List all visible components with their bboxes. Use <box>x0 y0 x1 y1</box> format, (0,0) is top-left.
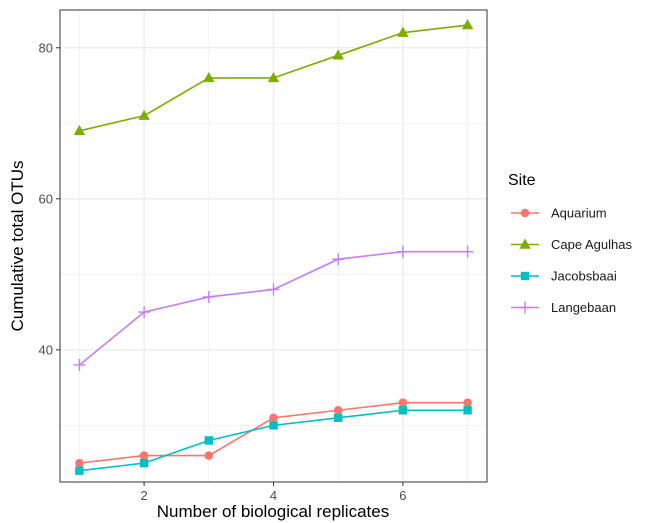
legend-label: Jacobsbaai <box>551 269 617 284</box>
legend-label: Langebaan <box>551 300 616 315</box>
legend-key-marker <box>520 271 530 281</box>
data-point-jacobsbaai <box>463 406 472 415</box>
data-point-langebaan <box>138 306 151 319</box>
x-tick-label: 4 <box>270 488 277 503</box>
data-point-aquarium <box>463 398 472 408</box>
data-point-aquarium <box>204 451 214 460</box>
data-point-cape-agulhas <box>203 71 215 83</box>
legend-key-marker <box>520 208 530 218</box>
legend-key-marker <box>519 238 531 249</box>
data-point-langebaan <box>332 253 345 266</box>
data-point-aquarium <box>139 451 149 460</box>
series-jacobsbaai <box>75 406 472 475</box>
series-layer <box>73 19 474 475</box>
data-point-aquarium <box>75 458 84 468</box>
data-point-langebaan <box>267 283 280 296</box>
series-aquarium <box>75 398 472 468</box>
y-axis-title: Cumulative total OTUs <box>8 161 27 332</box>
y-tick-label: 80 <box>39 40 53 55</box>
data-point-cape-agulhas <box>73 124 86 136</box>
y-tick-label: 40 <box>39 342 53 357</box>
data-point-jacobsbaai <box>269 421 278 430</box>
legend-title: Site <box>508 172 536 189</box>
data-point-jacobsbaai <box>139 458 149 468</box>
data-point-cape-agulhas <box>138 109 150 120</box>
data-point-cape-agulhas <box>397 26 409 37</box>
data-point-cape-agulhas <box>332 49 344 60</box>
data-point-jacobsbaai <box>398 406 408 415</box>
data-point-cape-agulhas <box>267 71 280 83</box>
legend-label: Cape Agulhas <box>551 237 632 252</box>
data-point-aquarium <box>333 405 343 415</box>
legend-key-marker <box>519 301 531 314</box>
series-langebaan <box>73 245 474 371</box>
data-point-langebaan <box>202 290 215 303</box>
y-tick-label: 60 <box>39 191 53 206</box>
data-point-langebaan <box>461 245 474 258</box>
legend-item-jacobsbaai: Jacobsbaai <box>511 269 617 284</box>
data-point-jacobsbaai <box>204 436 214 445</box>
legend-label: Aquarium <box>551 206 607 221</box>
data-point-langebaan <box>396 245 409 258</box>
x-tick-label: 2 <box>140 488 147 503</box>
legend: Site Aquarium Cape Agulhas Jacobsbaai Lange… <box>508 172 632 315</box>
x-axis: 2 4 6 <box>140 482 407 503</box>
data-point-jacobsbaai <box>75 466 84 475</box>
x-axis-title: Number of biological replicates <box>157 502 389 521</box>
legend-item-langebaan: Langebaan <box>511 300 616 315</box>
legend-item-aquarium: Aquarium <box>511 206 607 221</box>
data-point-cape-agulhas <box>461 19 474 30</box>
y-axis: 40 60 80 <box>39 40 60 357</box>
data-point-aquarium <box>269 413 278 423</box>
legend-item-cape-agulhas: Cape Agulhas <box>511 237 632 252</box>
series-cape-agulhas <box>73 19 474 136</box>
data-point-langebaan <box>73 358 86 371</box>
x-tick-label: 6 <box>399 488 406 503</box>
data-point-jacobsbaai <box>333 413 343 423</box>
data-point-aquarium <box>398 398 408 408</box>
